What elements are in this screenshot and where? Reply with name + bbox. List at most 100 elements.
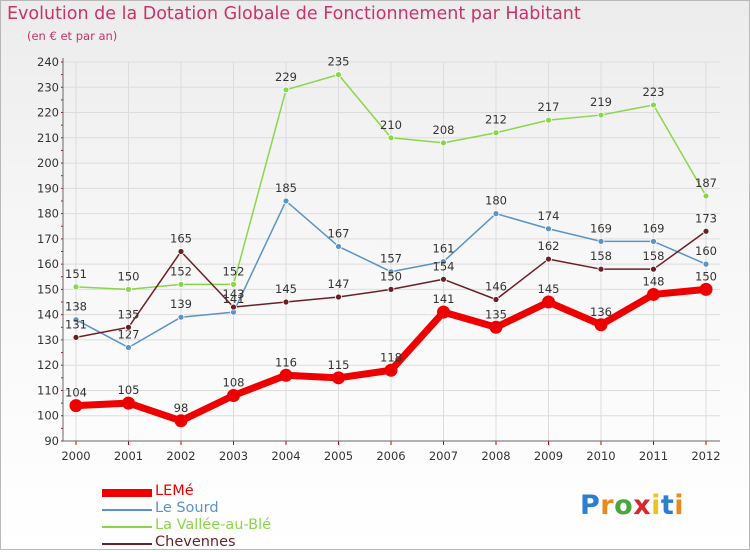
y-tick-label: 220 xyxy=(37,106,59,120)
data-point xyxy=(282,197,290,205)
data-point xyxy=(437,305,450,319)
data-point xyxy=(545,225,552,233)
x-tick-label: 2001 xyxy=(114,449,143,463)
data-point xyxy=(647,287,660,301)
data-point xyxy=(177,280,185,288)
data-label: 235 xyxy=(328,55,350,69)
y-tick-label: 130 xyxy=(37,333,59,347)
data-point xyxy=(545,255,552,263)
x-tick-label: 2007 xyxy=(429,449,458,463)
logo-letter: x xyxy=(633,490,652,521)
data-label: 169 xyxy=(590,221,612,235)
data-point xyxy=(72,283,80,291)
logo-letter: i xyxy=(651,490,661,521)
data-label: 217 xyxy=(538,100,560,114)
data-label: 143 xyxy=(223,287,245,301)
y-tick-label: 150 xyxy=(37,282,59,296)
x-tick-label: 2012 xyxy=(691,449,720,463)
data-label: 210 xyxy=(380,118,402,132)
data-point xyxy=(332,371,345,385)
y-tick-label: 160 xyxy=(37,257,59,271)
data-label: 169 xyxy=(643,221,665,235)
data-point xyxy=(122,396,135,410)
legend-label: Le Sourd xyxy=(155,500,219,516)
chart-title: Evolution de la Dotation Globale de Fonc… xyxy=(7,4,581,24)
data-label: 167 xyxy=(328,226,350,240)
data-point xyxy=(282,298,290,306)
data-label: 223 xyxy=(643,85,665,99)
data-label: 127 xyxy=(118,328,140,342)
data-point xyxy=(282,86,290,94)
data-label: 161 xyxy=(433,242,455,256)
y-tick-label: 170 xyxy=(37,232,59,246)
x-tick-label: 2004 xyxy=(271,449,300,463)
data-point xyxy=(702,260,710,268)
data-point xyxy=(125,323,132,331)
logo-letter: o xyxy=(614,490,634,521)
data-label: 150 xyxy=(380,269,402,283)
data-label: 135 xyxy=(485,307,507,321)
data-label: 116 xyxy=(275,355,297,369)
data-point xyxy=(597,237,605,245)
data-label: 108 xyxy=(223,376,245,390)
x-tick-label: 2011 xyxy=(639,449,668,463)
y-tick-label: 230 xyxy=(37,80,59,94)
proxiti-logo: Proxiti xyxy=(580,490,684,521)
data-label: 138 xyxy=(65,300,87,314)
data-label: 136 xyxy=(590,305,612,319)
data-label: 208 xyxy=(433,123,455,137)
data-point xyxy=(230,303,237,311)
data-label: 118 xyxy=(380,350,402,364)
data-point xyxy=(177,313,185,321)
data-label: 145 xyxy=(275,282,297,296)
data-point xyxy=(545,116,552,124)
data-label: 219 xyxy=(590,95,612,109)
data-point xyxy=(440,275,447,283)
data-label: 158 xyxy=(590,249,612,263)
data-label: 158 xyxy=(643,249,665,263)
data-point xyxy=(597,265,605,273)
data-point xyxy=(650,265,657,273)
data-label: 135 xyxy=(118,307,140,321)
legend-swatch xyxy=(102,489,152,497)
data-label: 150 xyxy=(118,269,140,283)
y-tick-label: 190 xyxy=(37,181,59,195)
logo-letter: P xyxy=(580,490,601,521)
legend-label: LEMé xyxy=(155,483,194,499)
data-label: 150 xyxy=(695,269,717,283)
x-tick-label: 2010 xyxy=(586,449,615,463)
y-tick-label: 110 xyxy=(37,383,59,397)
data-point xyxy=(702,227,710,235)
data-label: 98 xyxy=(174,401,189,415)
data-label: 141 xyxy=(223,292,245,306)
data-point xyxy=(125,344,132,351)
x-tick-label: 2003 xyxy=(219,449,248,463)
data-point xyxy=(440,139,447,147)
y-tick-label: 140 xyxy=(37,308,59,322)
data-point xyxy=(699,282,713,296)
data-label: 131 xyxy=(65,317,87,331)
data-point xyxy=(177,248,185,255)
data-label: 152 xyxy=(223,264,245,278)
data-point xyxy=(387,268,395,276)
data-label: 212 xyxy=(485,113,507,127)
data-label: 165 xyxy=(170,232,192,246)
data-label: 160 xyxy=(695,244,717,258)
data-label: 174 xyxy=(538,209,560,223)
data-label: 115 xyxy=(328,358,350,372)
x-tick-label: 2009 xyxy=(534,449,563,463)
y-tick-label: 200 xyxy=(37,156,59,170)
data-label: 157 xyxy=(380,252,402,266)
data-label: 151 xyxy=(65,267,87,281)
legend-swatch xyxy=(102,509,152,511)
data-point xyxy=(489,320,503,334)
data-label: 162 xyxy=(538,239,560,253)
x-tick-label: 2005 xyxy=(324,449,353,463)
data-point xyxy=(335,243,342,250)
data-label: 180 xyxy=(485,194,507,208)
legend-swatch xyxy=(102,526,152,528)
legend-label: La Vallée-au-Blé xyxy=(155,517,272,533)
data-label: 139 xyxy=(170,297,192,311)
data-point xyxy=(650,237,657,245)
